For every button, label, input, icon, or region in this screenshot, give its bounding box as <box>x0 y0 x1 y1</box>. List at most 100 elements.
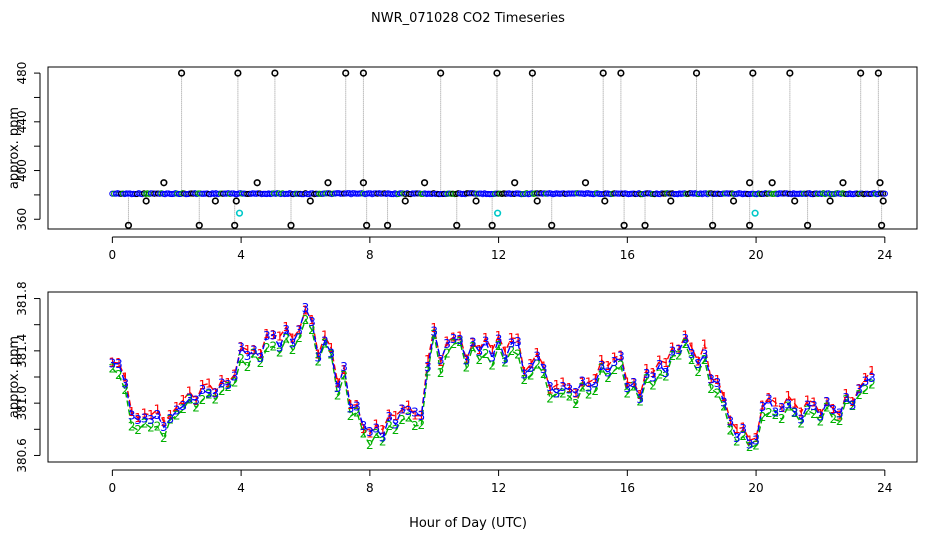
series-2-marker: 2 <box>347 409 355 423</box>
series-3-marker: 3 <box>450 332 458 346</box>
spike-high-point <box>359 69 368 77</box>
series-3-marker: 3 <box>109 356 117 370</box>
series-2-marker: 2 <box>611 363 619 377</box>
series-3-marker: 3 <box>179 399 187 413</box>
series-2-marker: 2 <box>591 384 599 398</box>
series-2-marker: 2 <box>488 358 496 372</box>
series-1-marker: 1 <box>327 341 335 355</box>
series-2-marker: 2 <box>308 323 316 337</box>
series-1-marker: 1 <box>205 377 213 391</box>
series-3-marker: 3 <box>733 431 741 445</box>
series-1-marker: 1 <box>752 431 760 445</box>
series-1-marker: 1 <box>392 409 400 423</box>
series-2-marker: 2 <box>379 435 387 449</box>
spike-high-point <box>599 69 607 77</box>
y-tick-label: 381.0 <box>15 386 29 420</box>
series-1-marker: 1 <box>585 375 593 389</box>
series-1-marker: 1 <box>707 372 715 386</box>
bottom-panel: 1111111111111111111111111111111111111111… <box>7 281 918 495</box>
spike-high-point <box>786 69 794 77</box>
series-1-marker: 1 <box>765 391 773 405</box>
series-2-marker: 2 <box>636 394 644 408</box>
series-1-marker: 1 <box>649 366 657 380</box>
spike-high-point <box>874 69 882 77</box>
series-2-marker: 2 <box>842 393 850 407</box>
series-3-marker: 3 <box>295 324 303 338</box>
series-1-marker: 1 <box>669 340 677 354</box>
x-tick-label: 4 <box>237 248 245 262</box>
series-1-marker: 1 <box>598 353 606 367</box>
series-1-marker: 1 <box>418 409 426 423</box>
spike-high-point <box>234 69 242 77</box>
series-3-marker: 3 <box>842 391 850 405</box>
series-2-marker: 2 <box>360 426 368 440</box>
series-3-marker: 3 <box>855 382 863 396</box>
series-3-marker: 3 <box>675 343 683 357</box>
series-2-marker: 2 <box>192 400 200 414</box>
y-tick-label: 440 <box>15 110 29 133</box>
series-3-marker: 3 <box>186 392 194 406</box>
spike-high-point <box>271 69 279 77</box>
mid-point <box>511 179 519 187</box>
bottom-x-axis: 0 4 8 12 16 20 24 <box>109 469 892 495</box>
baseline-point <box>878 190 885 197</box>
series-2-marker: 2 <box>282 332 290 346</box>
y-tick-label: 360 <box>15 208 29 231</box>
series-2-marker: 2 <box>128 420 136 434</box>
series-2-marker: 2 <box>250 347 258 361</box>
series-3-marker: 3 <box>398 402 406 416</box>
series-1-marker: 1 <box>791 396 799 410</box>
cyan-point <box>494 209 502 217</box>
series-3-marker: 3 <box>791 406 799 420</box>
series-2-marker: 2 <box>533 358 541 372</box>
series-3-marker: 3 <box>469 335 477 349</box>
series-1-marker: 1 <box>237 340 245 354</box>
series-3-marker: 3 <box>244 349 252 363</box>
series-3-marker: 3 <box>411 406 419 420</box>
spike-low-point <box>488 221 496 229</box>
series-3-marker: 3 <box>585 380 593 394</box>
series-1-marker: 1 <box>308 313 316 327</box>
series-3-marker: 3 <box>533 349 541 363</box>
low-point <box>142 197 150 205</box>
x-tick-label: 12 <box>491 481 506 495</box>
series-2-marker: 2 <box>289 343 297 357</box>
bottom-series-lines <box>111 306 873 449</box>
series-3-marker: 3 <box>488 351 496 365</box>
series-1-marker: 1 <box>540 359 548 373</box>
series-2-marker: 2 <box>598 362 606 376</box>
mid-point <box>746 179 754 187</box>
x-tick-label: 24 <box>877 481 892 495</box>
series-2-marker: 2 <box>134 423 142 437</box>
series-1-marker: 1 <box>727 413 735 427</box>
series-1-marker: 1 <box>553 378 561 392</box>
series-2-marker: 2 <box>604 371 612 385</box>
series-2-marker: 2 <box>578 381 586 395</box>
series-3-marker: 3 <box>759 400 767 414</box>
series-3-marker: 3 <box>797 412 805 426</box>
series-1-marker: 1 <box>463 353 471 367</box>
series-3-marker: 3 <box>347 402 355 416</box>
series-2-marker: 2 <box>450 337 458 351</box>
series-2-marker: 2 <box>141 416 149 430</box>
series-1-marker: 1 <box>495 329 503 343</box>
series-1-marker: 1 <box>482 331 490 345</box>
series-3-marker: 3 <box>617 350 625 364</box>
series-2-marker: 2 <box>109 362 117 376</box>
series-1-marker: 1 <box>115 356 123 370</box>
series-3-marker: 3 <box>772 406 780 420</box>
series-1-marker: 1 <box>289 331 297 345</box>
series-3-marker: 3 <box>752 434 760 448</box>
series-1-marker: 1 <box>411 409 419 423</box>
series-2-marker: 2 <box>411 419 419 433</box>
series-3-marker: 3 <box>823 395 831 409</box>
series-3-marker: 3 <box>630 376 638 390</box>
spike-low-point <box>709 221 717 229</box>
series-2-marker: 2 <box>727 424 735 438</box>
series-2-marker: 2 <box>701 353 709 367</box>
series-3-marker: 3 <box>199 383 207 397</box>
series-1-marker: 1 <box>134 411 142 425</box>
series-2-marker: 2 <box>405 410 413 424</box>
series-1-marker: 1 <box>533 346 541 360</box>
